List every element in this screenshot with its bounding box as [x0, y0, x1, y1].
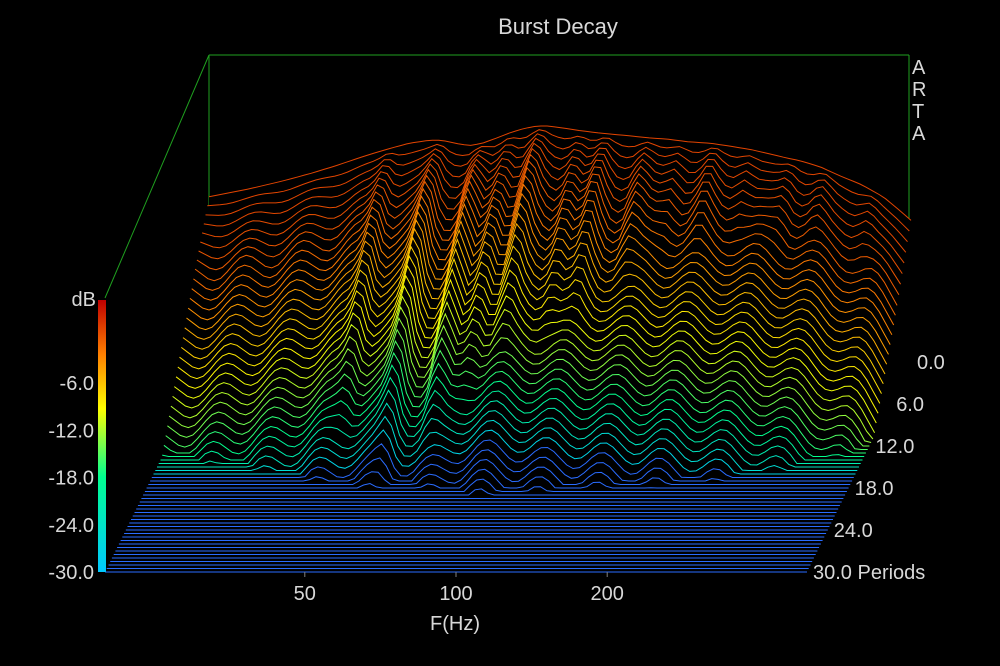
- chart-title: Burst Decay: [498, 14, 618, 39]
- decay-slice: [191, 183, 895, 326]
- decay-slice: [174, 284, 877, 424]
- decay-slice: [207, 129, 910, 232]
- decay-slice: [187, 202, 891, 345]
- decay-slice: [205, 133, 908, 243]
- slice-fill: [146, 469, 849, 488]
- decay-slice: [198, 153, 902, 285]
- x-axis-label: F(Hz): [430, 613, 480, 635]
- watermark-letter: R: [912, 79, 926, 101]
- decay-slice: [189, 192, 893, 336]
- decay-slices: [105, 125, 912, 573]
- decay-slice: [179, 254, 882, 394]
- watermark-letter: A: [912, 57, 926, 79]
- time-tick-label: 24.0: [834, 520, 873, 542]
- decay-slice: [196, 160, 900, 296]
- decay-slice: [201, 142, 905, 264]
- decay-slice: [143, 488, 846, 496]
- decay-slice: [208, 125, 912, 221]
- decay-slice: [180, 245, 884, 385]
- decay-slice: [153, 429, 856, 475]
- z-tick-label: -12.0: [48, 420, 94, 442]
- decay-slice: [158, 389, 861, 464]
- time-axis-ticks: 0.0 6.0 12.0 18.0 24.0 30.0 Periods: [813, 352, 945, 584]
- time-tick-label: 12.0: [875, 436, 914, 458]
- decay-slice: [146, 468, 849, 489]
- watermark-letter: A: [912, 123, 926, 145]
- decay-slice: [167, 328, 870, 447]
- z-tick-label: -18.0: [48, 468, 94, 490]
- decay-slice: [160, 376, 863, 461]
- decay-slice: [151, 439, 854, 479]
- time-tick-label: 30.0 Periods: [813, 562, 925, 584]
- z-axis-ticks: -6.0 -12.0 -18.0 -24.0 -30.0: [48, 373, 94, 584]
- decay-slice: [155, 415, 858, 471]
- decay-slice: [163, 351, 866, 454]
- slice-fill: [148, 459, 851, 485]
- time-tick-label: 18.0: [855, 478, 894, 500]
- decay-slice: [194, 166, 898, 306]
- decay-slice: [157, 402, 859, 468]
- z-tick-label: -30.0: [48, 562, 94, 584]
- watermark-letter: T: [912, 101, 924, 123]
- slice-fill: [151, 440, 854, 478]
- slice-fill: [153, 430, 856, 474]
- decay-slice: [162, 364, 865, 457]
- x-tick-label: 100: [439, 583, 472, 605]
- x-tick-label: 50: [294, 583, 316, 605]
- decay-slice: [172, 295, 876, 434]
- decay-slice: [144, 478, 847, 492]
- decay-slice: [175, 274, 879, 414]
- decay-slice: [148, 458, 851, 485]
- decay-slice: [182, 233, 886, 375]
- decay-slice: [186, 212, 889, 355]
- decay-slice: [200, 147, 903, 274]
- decay-slice: [165, 339, 868, 450]
- z-tick-label: -24.0: [48, 515, 94, 537]
- time-tick-label: 6.0: [896, 394, 924, 416]
- decay-slice: [170, 305, 874, 440]
- decay-slice: [150, 449, 853, 482]
- z-tick-label: -6.0: [60, 373, 94, 395]
- x-axis-ticks: 50 100 200: [294, 572, 624, 605]
- slice-fill: [150, 449, 853, 481]
- decay-slice: [177, 264, 881, 404]
- x-tick-label: 200: [591, 583, 624, 605]
- decay-slice: [168, 317, 872, 443]
- z-axis-label: dB: [72, 289, 96, 311]
- watermark: A R T A: [912, 57, 926, 145]
- colorbar: [98, 300, 106, 572]
- decay-slice: [184, 222, 888, 365]
- decay-slice: [203, 137, 907, 253]
- time-tick-label: 0.0: [917, 352, 945, 374]
- decay-slice: [193, 174, 896, 316]
